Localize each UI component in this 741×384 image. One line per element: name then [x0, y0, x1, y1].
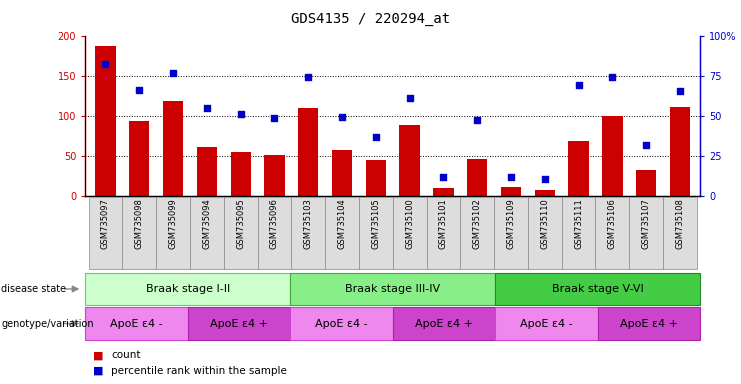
Text: GSM735096: GSM735096 [270, 198, 279, 249]
Text: GSM735110: GSM735110 [540, 198, 549, 249]
Text: GSM735103: GSM735103 [304, 198, 313, 249]
Bar [535, 190, 555, 196]
Bar [596, 197, 629, 269]
Point [302, 74, 314, 80]
Bar [291, 197, 325, 269]
Bar [670, 107, 690, 196]
Bar [467, 159, 488, 196]
Bar [562, 197, 596, 269]
Text: GSM735100: GSM735100 [405, 198, 414, 249]
Text: ApoE ε4 -: ApoE ε4 - [315, 318, 368, 329]
Text: GSM735099: GSM735099 [168, 198, 178, 249]
Text: ApoE ε4 +: ApoE ε4 + [415, 318, 473, 329]
Text: GSM735102: GSM735102 [473, 198, 482, 249]
Bar [528, 197, 562, 269]
Bar [598, 307, 700, 340]
Bar [258, 197, 291, 269]
Bar [495, 273, 700, 305]
Point [539, 176, 551, 182]
Text: GSM735109: GSM735109 [507, 198, 516, 249]
Point [437, 174, 449, 180]
Bar [196, 147, 217, 196]
Bar [602, 116, 622, 196]
Bar [501, 187, 521, 196]
Bar [265, 155, 285, 196]
Bar [494, 197, 528, 269]
Bar [325, 197, 359, 269]
Bar [568, 141, 589, 196]
Bar [290, 273, 495, 305]
Text: count: count [111, 350, 141, 360]
Point [336, 114, 348, 120]
Bar [190, 197, 224, 269]
Bar [332, 150, 352, 196]
Bar [163, 101, 183, 196]
Text: GSM735111: GSM735111 [574, 198, 583, 249]
Text: ApoE ε4 -: ApoE ε4 - [110, 318, 163, 329]
Point [370, 134, 382, 140]
Text: Braak stage I-II: Braak stage I-II [145, 284, 230, 294]
Bar [298, 108, 319, 196]
Bar [433, 188, 453, 196]
Text: GSM735101: GSM735101 [439, 198, 448, 249]
Point [606, 74, 618, 80]
Text: ApoE ε4 +: ApoE ε4 + [620, 318, 678, 329]
Point [640, 142, 652, 148]
Bar [85, 307, 187, 340]
Point [268, 115, 280, 121]
Text: ApoE ε4 +: ApoE ε4 + [210, 318, 268, 329]
Bar [663, 197, 697, 269]
Bar [85, 273, 290, 305]
Text: GSM735105: GSM735105 [371, 198, 380, 249]
Bar [393, 197, 427, 269]
Text: Braak stage III-IV: Braak stage III-IV [345, 284, 440, 294]
Bar [399, 125, 419, 196]
Point [167, 70, 179, 76]
Text: GDS4135 / 220294_at: GDS4135 / 220294_at [291, 12, 450, 26]
Point [505, 174, 517, 180]
Text: GSM735106: GSM735106 [608, 198, 617, 249]
Bar [636, 170, 657, 196]
Text: GSM735104: GSM735104 [338, 198, 347, 249]
Bar [460, 197, 494, 269]
Text: GSM735108: GSM735108 [676, 198, 685, 249]
Point [404, 95, 416, 101]
Bar [230, 152, 250, 196]
Text: ApoE ε4 -: ApoE ε4 - [520, 318, 573, 329]
Point [573, 82, 585, 88]
Text: GSM735094: GSM735094 [202, 198, 211, 249]
Text: ■: ■ [93, 366, 103, 376]
Text: ■: ■ [93, 350, 103, 360]
Text: GSM735095: GSM735095 [236, 198, 245, 249]
Point [201, 105, 213, 111]
Bar [366, 160, 386, 196]
Bar [96, 46, 116, 196]
Text: GSM735098: GSM735098 [135, 198, 144, 249]
Point [471, 117, 483, 123]
Text: percentile rank within the sample: percentile rank within the sample [111, 366, 287, 376]
Point [674, 88, 686, 94]
Bar [187, 307, 290, 340]
Point [99, 61, 111, 68]
Bar [122, 197, 156, 269]
Text: GSM735107: GSM735107 [642, 198, 651, 249]
Bar [393, 307, 495, 340]
Text: genotype/variation: genotype/variation [1, 318, 94, 329]
Text: Braak stage V-VI: Braak stage V-VI [552, 284, 644, 294]
Point [235, 111, 247, 117]
Bar [156, 197, 190, 269]
Bar [290, 307, 393, 340]
Point [133, 87, 145, 93]
Bar [129, 121, 150, 196]
Bar [495, 307, 598, 340]
Text: disease state: disease state [1, 284, 67, 294]
Bar [629, 197, 663, 269]
Bar [427, 197, 460, 269]
Bar [89, 197, 122, 269]
Bar [359, 197, 393, 269]
Text: GSM735097: GSM735097 [101, 198, 110, 249]
Bar [224, 197, 258, 269]
